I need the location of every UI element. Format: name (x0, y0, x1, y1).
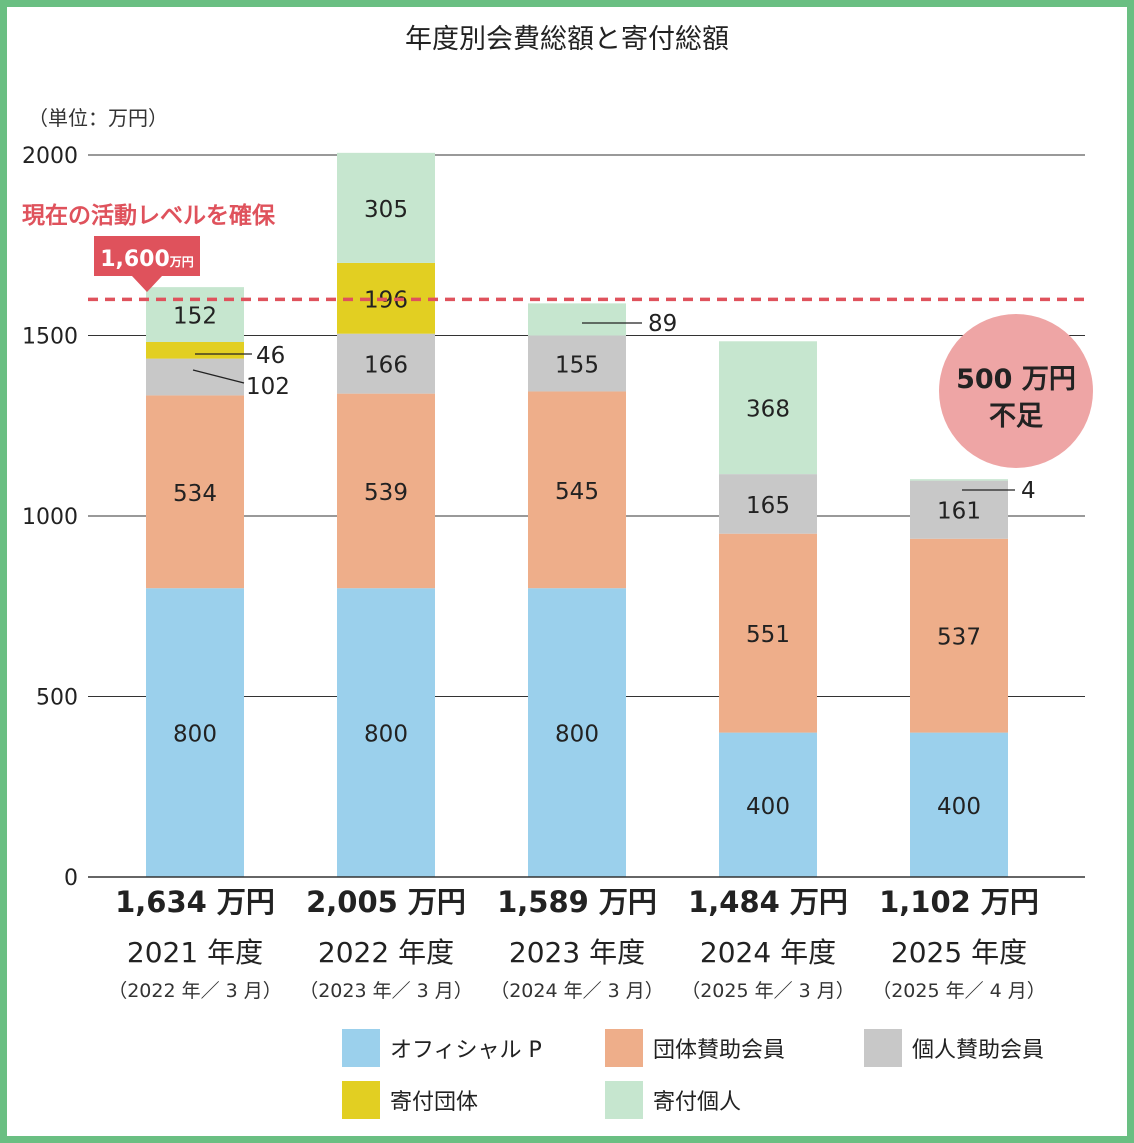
bar-segment (337, 152, 435, 263)
data-label: 155 (555, 352, 599, 378)
x-tick-label: 2021 年度 (127, 936, 263, 969)
target-caption: 現在の活動レベルを確保 (22, 202, 276, 229)
bar-segment (146, 341, 244, 359)
legend-item: 寄付団体 (342, 1080, 478, 1120)
legend-swatch (605, 1029, 643, 1067)
x-tick-sublabel: （2024 年／ 3 月） (490, 980, 664, 1002)
legend-item: 寄付個人 (605, 1080, 741, 1120)
target-amount: 1,600 (100, 247, 170, 272)
bar-segment (719, 341, 817, 475)
data-label: 102 (246, 374, 290, 400)
shortfall-circle (939, 314, 1093, 468)
x-tick-sublabel: （2023 年／ 3 月） (299, 980, 473, 1002)
unit-label: （単位：万円） (28, 106, 168, 130)
legend-label: オフィシャル P (390, 1038, 542, 1063)
bar-segment (528, 588, 626, 877)
data-label: 551 (746, 622, 790, 648)
shortfall-amount: 500 万円 (956, 364, 1076, 395)
x-tick-sublabel: （2025 年／ 3 月） (681, 980, 855, 1002)
bar-segment (910, 538, 1008, 733)
bar-segment (528, 335, 626, 392)
bar-segment (337, 393, 435, 589)
y-tick-label: 1000 (22, 505, 78, 530)
legend-swatch (605, 1081, 643, 1119)
legend-item: 団体賛助会員 (605, 1028, 785, 1068)
y-tick-label: 2000 (22, 144, 78, 169)
data-label: 537 (937, 625, 981, 651)
total-label: 1,102 万円 (879, 885, 1039, 919)
bar-segment (910, 479, 1008, 481)
total-label: 1,484 万円 (688, 885, 848, 919)
bar-segment (910, 732, 1008, 877)
x-tick-label: 2023 年度 (509, 936, 645, 969)
legend-label: 団体賛助会員 (653, 1038, 786, 1063)
bar-segment (146, 395, 244, 589)
y-tick-label: 1500 (22, 325, 78, 350)
data-label: 534 (173, 481, 217, 507)
x-tick-label: 2024 年度 (700, 936, 836, 969)
x-tick-sublabel: （2025 年／ 4 月） (872, 980, 1046, 1002)
data-label: 800 (555, 722, 599, 748)
x-tick-label: 2025 年度 (891, 936, 1027, 969)
data-label: 400 (937, 794, 981, 820)
bar-segment (146, 588, 244, 877)
shortfall-label: 不足 (989, 401, 1043, 432)
legend-label: 寄付個人 (653, 1090, 742, 1115)
legend-swatch (342, 1081, 380, 1119)
total-label: 2,005 万円 (306, 885, 466, 919)
target-unit: 万円 (169, 255, 194, 269)
legend-item: オフィシャル P (342, 1028, 542, 1068)
data-label: 800 (173, 722, 217, 748)
leader-line (192, 369, 245, 384)
total-label: 1,634 万円 (115, 885, 275, 919)
x-tick-sublabel: （2022 年／ 3 月） (108, 980, 282, 1002)
data-label: 368 (746, 397, 790, 423)
bar-segment (146, 358, 244, 396)
bar-segment (146, 287, 244, 342)
x-tick-label: 2022 年度 (318, 936, 454, 969)
data-label: 4 (1021, 478, 1036, 504)
legend-swatch (342, 1029, 380, 1067)
legend-item: 個人賛助会員 (864, 1028, 1044, 1068)
data-label: 305 (364, 197, 408, 223)
total-label: 1,589 万円 (497, 885, 657, 919)
data-label: 545 (555, 479, 599, 505)
data-label: 89 (648, 311, 677, 337)
bar-segment (528, 303, 626, 336)
target-badge (94, 236, 200, 292)
bar-segment (337, 588, 435, 877)
data-label: 46 (256, 343, 285, 369)
data-label: 161 (937, 499, 981, 525)
legend-label: 個人賛助会員 (912, 1038, 1045, 1063)
bar-segment (528, 391, 626, 589)
data-label: 166 (364, 353, 408, 379)
data-label: 400 (746, 794, 790, 820)
bar-segment (719, 474, 817, 534)
bar-segment (719, 732, 817, 877)
bar-segment (719, 533, 817, 733)
legend-swatch (864, 1029, 902, 1067)
bar-segment (337, 333, 435, 394)
chart-title: 年度別会費総額と寄付総額 (405, 24, 729, 55)
data-label: 800 (364, 722, 408, 748)
legend-label: 寄付団体 (390, 1090, 479, 1115)
data-label: 165 (746, 493, 790, 519)
y-tick-label: 500 (36, 686, 78, 711)
data-label: 152 (173, 304, 217, 330)
target-badge-label: 1,600万円 (100, 247, 194, 272)
y-tick-label: 0 (64, 866, 78, 891)
data-label: 539 (364, 480, 408, 506)
